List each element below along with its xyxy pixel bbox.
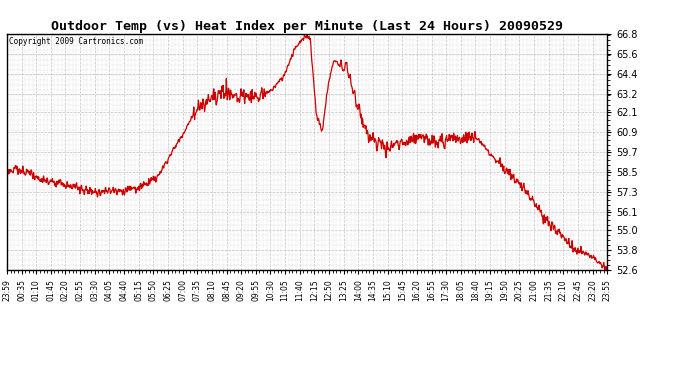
Title: Outdoor Temp (vs) Heat Index per Minute (Last 24 Hours) 20090529: Outdoor Temp (vs) Heat Index per Minute … — [51, 20, 563, 33]
Text: Copyright 2009 Cartronics.com: Copyright 2009 Cartronics.com — [9, 37, 143, 46]
